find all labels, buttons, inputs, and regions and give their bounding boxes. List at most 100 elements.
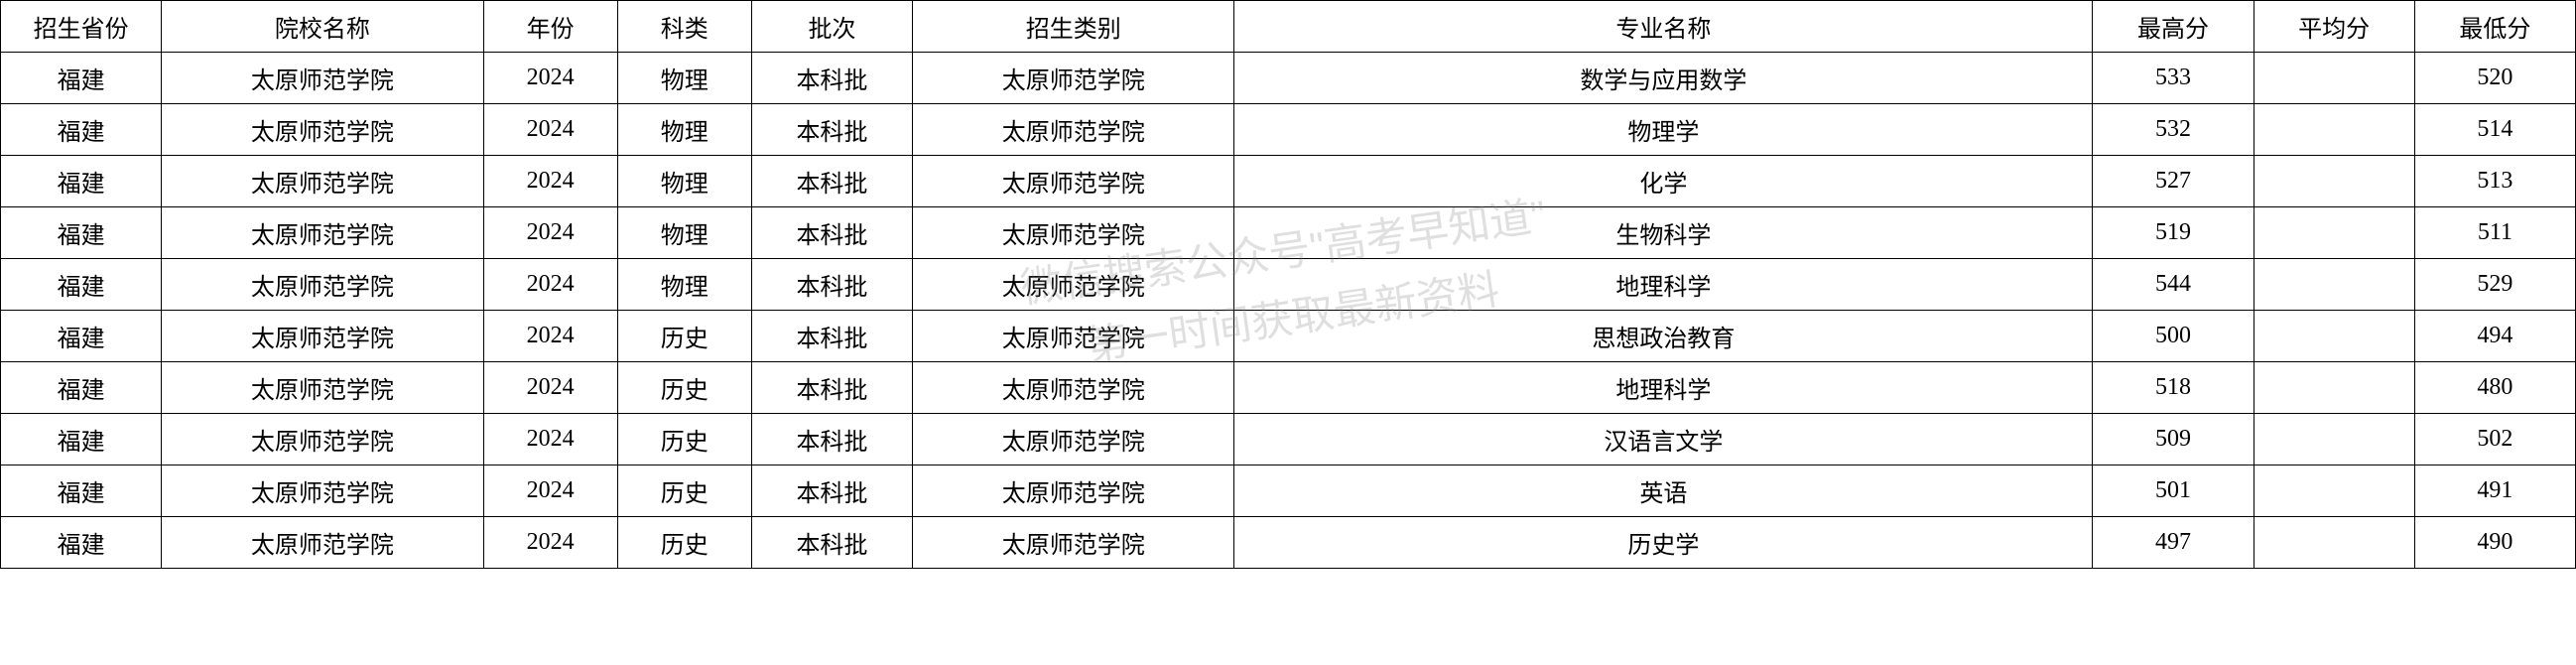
table-cell-major: 地理科学 [1234,259,2093,311]
table-cell-low: 520 [2414,53,2575,104]
table-cell-year: 2024 [483,259,617,311]
table-cell-low: 502 [2414,414,2575,466]
table-cell-category: 太原师范学院 [913,156,1234,207]
table-cell-avg [2254,53,2414,104]
table-body: 福建太原师范学院2024物理本科批太原师范学院数学与应用数学533520福建太原… [1,53,2576,569]
table-cell-school: 太原师范学院 [162,414,483,466]
table-cell-subject: 历史 [617,466,751,517]
table-header-avg: 平均分 [2254,1,2414,53]
table-row: 福建太原师范学院2024历史本科批太原师范学院历史学497490 [1,517,2576,569]
table-cell-subject: 物理 [617,104,751,156]
table-header-major: 专业名称 [1234,1,2093,53]
table-cell-school: 太原师范学院 [162,207,483,259]
table-cell-school: 太原师范学院 [162,466,483,517]
table-cell-high: 509 [2093,414,2254,466]
table-cell-year: 2024 [483,466,617,517]
table-cell-low: 511 [2414,207,2575,259]
table-cell-high: 500 [2093,311,2254,362]
table-cell-category: 太原师范学院 [913,311,1234,362]
table-container: 招生省份院校名称年份科类批次招生类别专业名称最高分平均分最低分 福建太原师范学院… [0,0,2576,569]
table-header-batch: 批次 [751,1,912,53]
table-header-province: 招生省份 [1,1,162,53]
table-cell-batch: 本科批 [751,53,912,104]
table-cell-avg [2254,362,2414,414]
table-cell-subject: 物理 [617,53,751,104]
table-cell-batch: 本科批 [751,517,912,569]
table-cell-major: 数学与应用数学 [1234,53,2093,104]
table-cell-school: 太原师范学院 [162,104,483,156]
table-cell-year: 2024 [483,414,617,466]
table-cell-high: 497 [2093,517,2254,569]
table-cell-province: 福建 [1,156,162,207]
table-cell-avg [2254,207,2414,259]
table-cell-low: 491 [2414,466,2575,517]
table-cell-low: 494 [2414,311,2575,362]
table-cell-province: 福建 [1,259,162,311]
table-cell-category: 太原师范学院 [913,414,1234,466]
table-cell-high: 532 [2093,104,2254,156]
table-cell-year: 2024 [483,517,617,569]
table-cell-year: 2024 [483,53,617,104]
table-cell-high: 518 [2093,362,2254,414]
table-cell-major: 化学 [1234,156,2093,207]
table-cell-category: 太原师范学院 [913,207,1234,259]
table-cell-province: 福建 [1,207,162,259]
table-cell-low: 490 [2414,517,2575,569]
table-cell-major: 物理学 [1234,104,2093,156]
table-cell-low: 513 [2414,156,2575,207]
table-cell-subject: 历史 [617,311,751,362]
table-cell-category: 太原师范学院 [913,53,1234,104]
table-cell-subject: 物理 [617,156,751,207]
table-header-year: 年份 [483,1,617,53]
table-cell-major: 英语 [1234,466,2093,517]
table-cell-high: 533 [2093,53,2254,104]
table-cell-high: 544 [2093,259,2254,311]
table-cell-province: 福建 [1,311,162,362]
table-row: 福建太原师范学院2024物理本科批太原师范学院地理科学544529 [1,259,2576,311]
table-cell-avg [2254,311,2414,362]
table-cell-batch: 本科批 [751,414,912,466]
table-row: 福建太原师范学院2024物理本科批太原师范学院化学527513 [1,156,2576,207]
table-header-row: 招生省份院校名称年份科类批次招生类别专业名称最高分平均分最低分 [1,1,2576,53]
table-cell-year: 2024 [483,311,617,362]
table-cell-low: 480 [2414,362,2575,414]
table-cell-avg [2254,104,2414,156]
table-row: 福建太原师范学院2024历史本科批太原师范学院英语501491 [1,466,2576,517]
table-cell-year: 2024 [483,156,617,207]
table-cell-school: 太原师范学院 [162,311,483,362]
table-cell-low: 514 [2414,104,2575,156]
table-cell-avg [2254,259,2414,311]
table-cell-avg [2254,156,2414,207]
table-cell-category: 太原师范学院 [913,517,1234,569]
table-cell-major: 汉语言文学 [1234,414,2093,466]
table-cell-subject: 历史 [617,414,751,466]
table-header-category: 招生类别 [913,1,1234,53]
table-row: 福建太原师范学院2024历史本科批太原师范学院地理科学518480 [1,362,2576,414]
table-cell-year: 2024 [483,207,617,259]
table-cell-province: 福建 [1,517,162,569]
table-cell-batch: 本科批 [751,156,912,207]
table-cell-province: 福建 [1,414,162,466]
table-cell-high: 501 [2093,466,2254,517]
table-row: 福建太原师范学院2024历史本科批太原师范学院思想政治教育500494 [1,311,2576,362]
table-cell-category: 太原师范学院 [913,466,1234,517]
table-header-high: 最高分 [2093,1,2254,53]
table-cell-category: 太原师范学院 [913,259,1234,311]
table-cell-category: 太原师范学院 [913,104,1234,156]
table-cell-subject: 历史 [617,517,751,569]
table-row: 福建太原师范学院2024历史本科批太原师范学院汉语言文学509502 [1,414,2576,466]
table-cell-avg [2254,517,2414,569]
table-cell-province: 福建 [1,466,162,517]
table-cell-school: 太原师范学院 [162,362,483,414]
table-cell-low: 529 [2414,259,2575,311]
table-cell-school: 太原师范学院 [162,156,483,207]
table-cell-category: 太原师范学院 [913,362,1234,414]
table-cell-year: 2024 [483,362,617,414]
table-header-school: 院校名称 [162,1,483,53]
table-header-low: 最低分 [2414,1,2575,53]
table-cell-batch: 本科批 [751,259,912,311]
table-cell-province: 福建 [1,53,162,104]
table-cell-province: 福建 [1,362,162,414]
table-cell-batch: 本科批 [751,362,912,414]
table-cell-batch: 本科批 [751,207,912,259]
